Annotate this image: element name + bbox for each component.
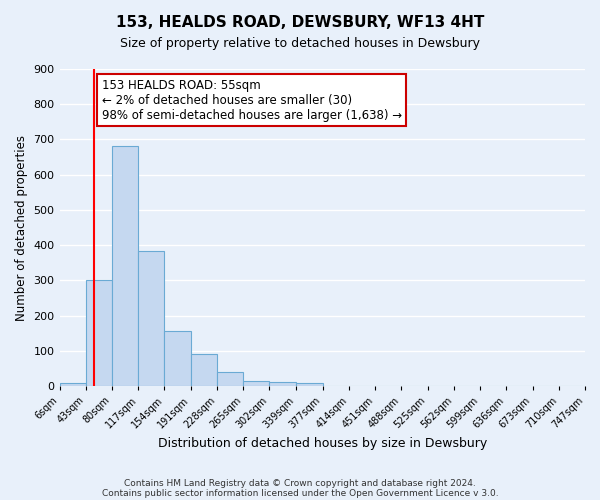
X-axis label: Distribution of detached houses by size in Dewsbury: Distribution of detached houses by size … (158, 437, 487, 450)
Bar (86, 280, 112, 386)
Bar (59, 382, 86, 386)
Bar (269, 382, 296, 386)
Text: 153, HEALDS ROAD, DEWSBURY, WF13 4HT: 153, HEALDS ROAD, DEWSBURY, WF13 4HT (116, 15, 484, 30)
Bar (112, 146, 138, 386)
Bar (164, 332, 191, 386)
Bar (243, 380, 269, 386)
Bar (296, 382, 323, 386)
Bar (138, 251, 164, 386)
Text: Contains HM Land Registry data © Crown copyright and database right 2024.: Contains HM Land Registry data © Crown c… (124, 478, 476, 488)
Text: Contains public sector information licensed under the Open Government Licence v : Contains public sector information licen… (101, 488, 499, 498)
Bar (217, 372, 243, 386)
Y-axis label: Number of detached properties: Number of detached properties (15, 134, 28, 320)
Bar (191, 354, 217, 386)
Text: Size of property relative to detached houses in Dewsbury: Size of property relative to detached ho… (120, 38, 480, 51)
Text: 153 HEALDS ROAD: 55sqm
← 2% of detached houses are smaller (30)
98% of semi-deta: 153 HEALDS ROAD: 55sqm ← 2% of detached … (101, 78, 402, 122)
